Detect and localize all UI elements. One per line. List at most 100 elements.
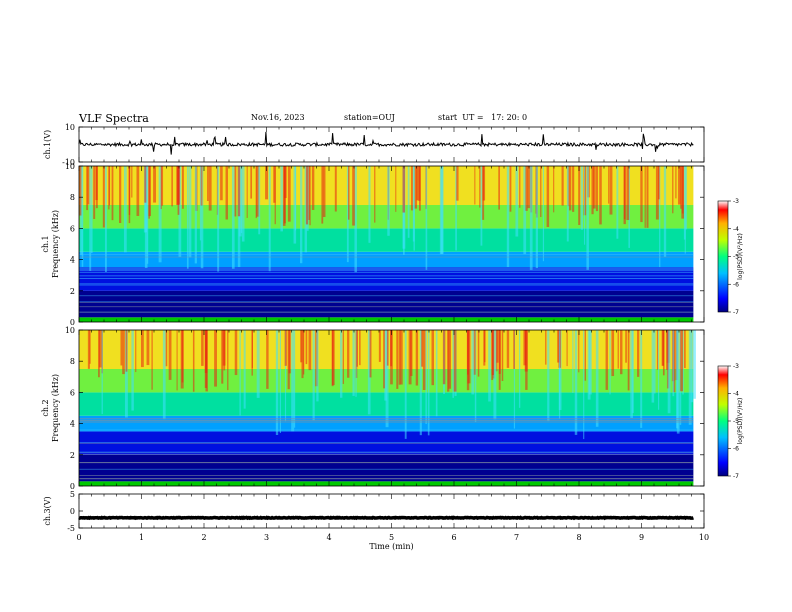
spectrogram-streak	[91, 166, 93, 253]
spectrogram-streak	[255, 166, 257, 219]
spectrogram-streak	[109, 166, 111, 206]
spectrogram-streak	[188, 166, 192, 258]
spectrogram-streak	[136, 166, 140, 216]
spectrogram-band	[79, 166, 694, 205]
colorbar	[717, 200, 729, 313]
spectrogram-streak	[611, 330, 615, 377]
spectrogram-streak	[108, 166, 110, 210]
spectrogram-streak	[678, 166, 681, 205]
spectrogram-streak	[171, 166, 173, 207]
spectrogram-streak	[305, 166, 309, 225]
spectrogram-streak	[439, 166, 443, 255]
spectrogram-streak	[222, 330, 226, 366]
spectrogram-streak	[527, 166, 531, 209]
date-label: Nov.16, 2023	[251, 113, 305, 122]
y-tick-label: 2	[70, 287, 75, 296]
spectrogram-streak	[237, 166, 241, 217]
spectrogram-streak	[385, 330, 389, 428]
spectrogram-streak	[421, 330, 424, 367]
spectrogram-streak	[201, 330, 204, 366]
spectrogram-streak	[480, 166, 483, 246]
y-tick-label: 0	[70, 507, 75, 516]
spectrogram-streak	[572, 166, 575, 212]
spectrogram-streak	[488, 330, 491, 402]
spectrogram-streak	[384, 330, 387, 401]
spectrogram-streak	[160, 166, 162, 210]
spectrogram-streak	[243, 330, 246, 409]
spectrogram-streak	[566, 330, 568, 367]
spectrogram-streak	[453, 330, 457, 392]
spectrogram-streak	[291, 330, 295, 432]
spectrogram-streak	[356, 330, 358, 367]
spectrogram-streak	[402, 166, 405, 213]
spectrogram-streak	[158, 166, 162, 263]
spectrogram-streak	[309, 166, 311, 226]
spectrogram-streak	[165, 330, 168, 367]
spectrogram-streak	[501, 330, 504, 381]
spectrogram-streak	[311, 166, 315, 210]
spectrogram-streak	[220, 166, 223, 201]
spectrogram-streak	[404, 330, 407, 439]
spectrogram-streak	[123, 166, 127, 253]
spectrogram-streak	[553, 166, 555, 213]
spectrogram-streak	[307, 166, 310, 220]
spectrogram-streak	[153, 166, 157, 203]
colorbar-label: log(PSD)(V²/Hz)	[737, 233, 744, 280]
spectrogram-streak	[214, 330, 217, 387]
spectrogram-streak	[477, 330, 480, 377]
panel-3	[78, 329, 731, 487]
spectrogram-streak	[304, 166, 308, 253]
colorbar-tick-label: -3	[733, 363, 739, 370]
y-tick-label: 4	[70, 420, 75, 429]
y-tick-label: -10	[62, 158, 75, 167]
spectrogram-streak	[519, 166, 521, 208]
spectrogram-streak	[293, 330, 296, 428]
spectrogram-streak	[299, 166, 303, 264]
spectrogram-streak	[557, 330, 561, 363]
spectrogram-streak	[98, 330, 100, 378]
spectrogram-streak	[572, 330, 574, 393]
spectrogram-streak	[506, 166, 510, 268]
spectrogram-streak	[348, 166, 350, 220]
spectrogram-streak	[422, 330, 426, 390]
spectrogram-streak	[617, 330, 619, 369]
spectrogram-streak	[279, 330, 281, 433]
spectrogram-streak	[484, 330, 486, 363]
spectrogram-streak	[301, 330, 304, 379]
spectrogram-streak	[293, 166, 297, 244]
spectrogram-streak	[87, 330, 90, 369]
spectrogram-streak	[491, 330, 494, 376]
spectrogram-streak	[251, 330, 253, 376]
spectrogram-streak	[545, 330, 547, 365]
spectrogram-streak	[280, 166, 283, 232]
spectrogram-streak	[474, 166, 476, 205]
spectrogram-streak	[498, 330, 501, 374]
y-axis-label: Frequency (kHz)	[51, 210, 60, 278]
spectrogram-streak	[120, 330, 123, 366]
spectrogram-streak	[608, 166, 610, 204]
spectrogram-streak	[663, 166, 667, 257]
spectrogram-streak	[498, 166, 500, 210]
spectrogram-streak	[135, 330, 137, 373]
spectrogram-streak	[415, 330, 419, 386]
spectrogram-streak	[342, 330, 344, 384]
spectrogram-streak	[240, 166, 243, 233]
x-tick-label: 2	[201, 533, 206, 542]
spectrogram-streak	[625, 330, 627, 363]
spectrogram-streak	[676, 330, 680, 434]
spectrogram-streak	[399, 330, 403, 385]
spectrogram-streak	[661, 330, 664, 366]
spectrogram-streak	[586, 166, 589, 270]
spectrogram-streak	[89, 166, 92, 271]
spectrogram-streak	[569, 166, 572, 211]
spectrogram-streak	[479, 166, 481, 208]
spectrogram-streak	[284, 330, 287, 422]
spectrogram-streak	[580, 166, 584, 230]
spectrogram-streak	[146, 330, 150, 366]
spectrogram-streak	[125, 330, 128, 372]
spectrogram-streak	[640, 166, 643, 223]
spectrogram-streak	[86, 166, 89, 211]
spectrogram-streak	[651, 330, 655, 403]
spectrogram-streak	[408, 330, 412, 385]
spectrogram-streak	[221, 330, 224, 384]
